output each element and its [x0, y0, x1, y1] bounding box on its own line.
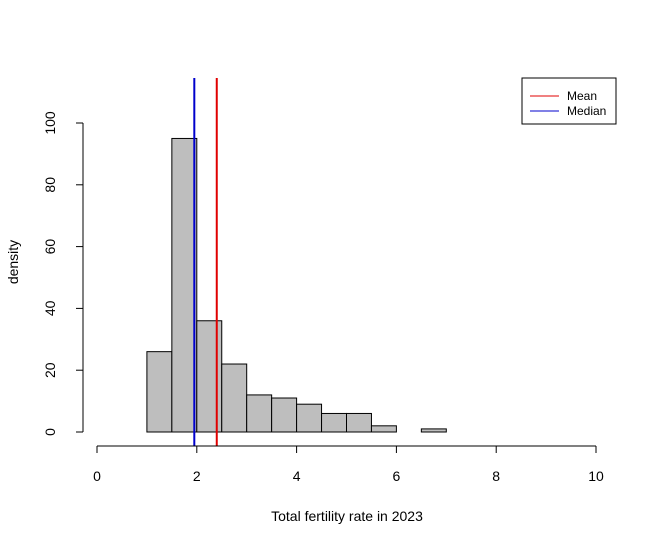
y-axis: 0 20 40 60 80 100 [42, 111, 84, 436]
x-tick-label: 8 [492, 468, 500, 484]
histogram-bar-2 [196, 320, 223, 433]
histogram-bar-3 [221, 363, 248, 433]
y-axis-title: density [5, 240, 21, 284]
histogram-bar-7 [321, 412, 347, 433]
histogram-bar-4 [246, 394, 273, 433]
histogram-bar-9 [370, 425, 397, 433]
y-tick-label: 20 [42, 362, 58, 378]
histogram-bar-6 [296, 403, 323, 433]
x-tick-label: 2 [193, 468, 201, 484]
x-axis-title: Total fertility rate in 2023 [271, 508, 423, 524]
y-tick-label: 40 [42, 300, 58, 316]
histogram-bar-8 [346, 412, 372, 433]
x-tick-label: 6 [393, 468, 401, 484]
y-tick-label: 100 [42, 111, 58, 135]
y-tick-label: 60 [42, 239, 58, 255]
x-tick-label: 0 [93, 468, 101, 484]
y-tick-label: 80 [42, 177, 58, 193]
legend-box [521, 77, 617, 125]
histogram-bar-11 [420, 428, 447, 433]
histogram-bar-1 [171, 137, 198, 433]
histogram-bar-5 [271, 397, 298, 433]
reference-lines [193, 78, 218, 446]
histogram-bar-0 [146, 351, 173, 433]
histogram-bars [146, 137, 447, 433]
x-axis: 0 2 4 6 8 10 [93, 445, 604, 484]
x-tick-label: 10 [588, 468, 604, 484]
legend-label-mean: Mean [567, 89, 597, 103]
x-tick-label: 4 [293, 468, 301, 484]
legend-label-median: Median [567, 104, 606, 118]
y-tick-label: 0 [42, 428, 58, 436]
